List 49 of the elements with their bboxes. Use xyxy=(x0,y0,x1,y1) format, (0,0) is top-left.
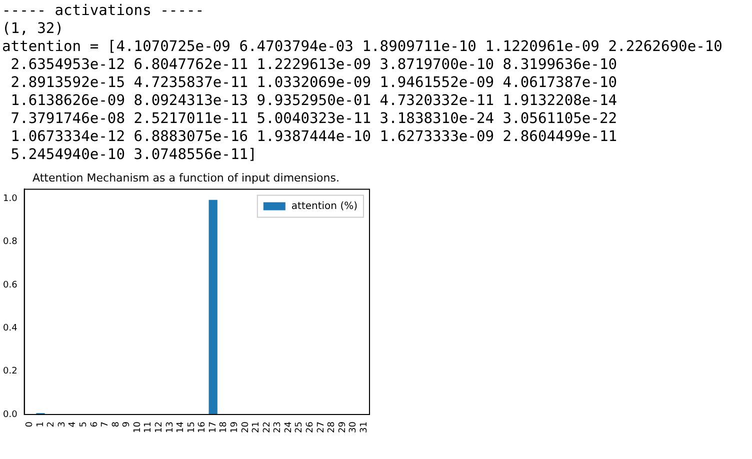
x-tick-label: 14 xyxy=(176,421,186,433)
x-tick-label: 12 xyxy=(154,422,164,433)
x-tick-label: 27 xyxy=(316,422,326,433)
x-tick-label: 18 xyxy=(219,421,230,433)
x-tick-label: 22 xyxy=(262,422,272,433)
x-tick-label: 28 xyxy=(327,421,338,433)
x-tick-label: 31 xyxy=(359,422,370,433)
x-tick-label: 10 xyxy=(132,421,143,433)
x-tick-label: 11 xyxy=(144,422,154,433)
text: attention = [4.1070725e-09 6.4703794e-03 1.8909711e-10 1.1220961e-09 2.2262690e-10 xyxy=(2,38,724,56)
y-tick-label: 0.6 xyxy=(2,280,18,290)
x-tick-label: 0 xyxy=(25,421,36,428)
x-tick-label: 3 xyxy=(57,422,68,428)
chart-title: Attention Mechanism as a function of input dimensions. xyxy=(32,171,340,184)
x-tick-label: 17 xyxy=(208,422,218,433)
x-tick-label: 6 xyxy=(90,421,100,428)
y-tick-label: 0.4 xyxy=(2,323,18,334)
x-tick-label: 13 xyxy=(165,422,176,433)
text: 5.2454940e-10 3.0748556e-11] xyxy=(10,146,258,164)
y-tick-label: 0.2 xyxy=(2,366,18,377)
x-tick-label: 9 xyxy=(122,421,132,428)
y-tick-label: 0.0 xyxy=(2,410,18,420)
x-tick-label: 1 xyxy=(36,422,46,428)
x-tick-label: 8 xyxy=(111,421,122,428)
x-tick-label: 26 xyxy=(306,421,316,433)
x-tick-label: 29 xyxy=(338,421,348,433)
x-tick-label: 4 xyxy=(68,421,78,428)
y-tick-label: 0.8 xyxy=(2,237,18,248)
x-tick-label: 24 xyxy=(284,421,294,433)
text: 7.3791746e-08 2.5217011e-11 5.0040323e-11 3.1838310e-24 3.0561105e-22 xyxy=(10,110,618,128)
x-tick-label: 25 xyxy=(294,422,305,433)
x-tick-label: 30 xyxy=(348,421,359,433)
y-tick-label: 1.0 xyxy=(2,194,18,204)
text: 2.6354953e-12 6.8047762e-11 1.2229613e-09 3.8719700e-10 8.3199636e-10 xyxy=(10,56,618,74)
text: (1, 32) xyxy=(2,20,65,38)
text: ----- activations ----- xyxy=(2,2,206,20)
x-tick-label: 19 xyxy=(230,421,240,433)
legend-label: attention (%) xyxy=(291,200,358,212)
x-tick-label: 16 xyxy=(198,421,208,433)
text: 2.8913592e-15 4.7235837e-11 1.0332069e-09 1.9461552e-09 4.0617387e-10 xyxy=(10,74,618,92)
x-tick-label: 2 xyxy=(46,422,57,428)
x-tick-label: 20 xyxy=(240,421,251,433)
x-tick-label: 7 xyxy=(100,422,111,428)
x-tick-label: 5 xyxy=(78,422,89,428)
x-tick-label: 15 xyxy=(186,422,197,433)
x-tick-label: 21 xyxy=(252,422,262,433)
x-tick-label: 23 xyxy=(273,422,284,433)
text: 1.6138626e-09 8.0924313e-13 9.9352950e-01 4.7320332e-11 1.9132208e-14 xyxy=(10,92,618,110)
text: 1.0673334e-12 6.8883075e-16 1.9387444e-10 1.6273333e-09 2.8604499e-11 xyxy=(10,128,618,146)
